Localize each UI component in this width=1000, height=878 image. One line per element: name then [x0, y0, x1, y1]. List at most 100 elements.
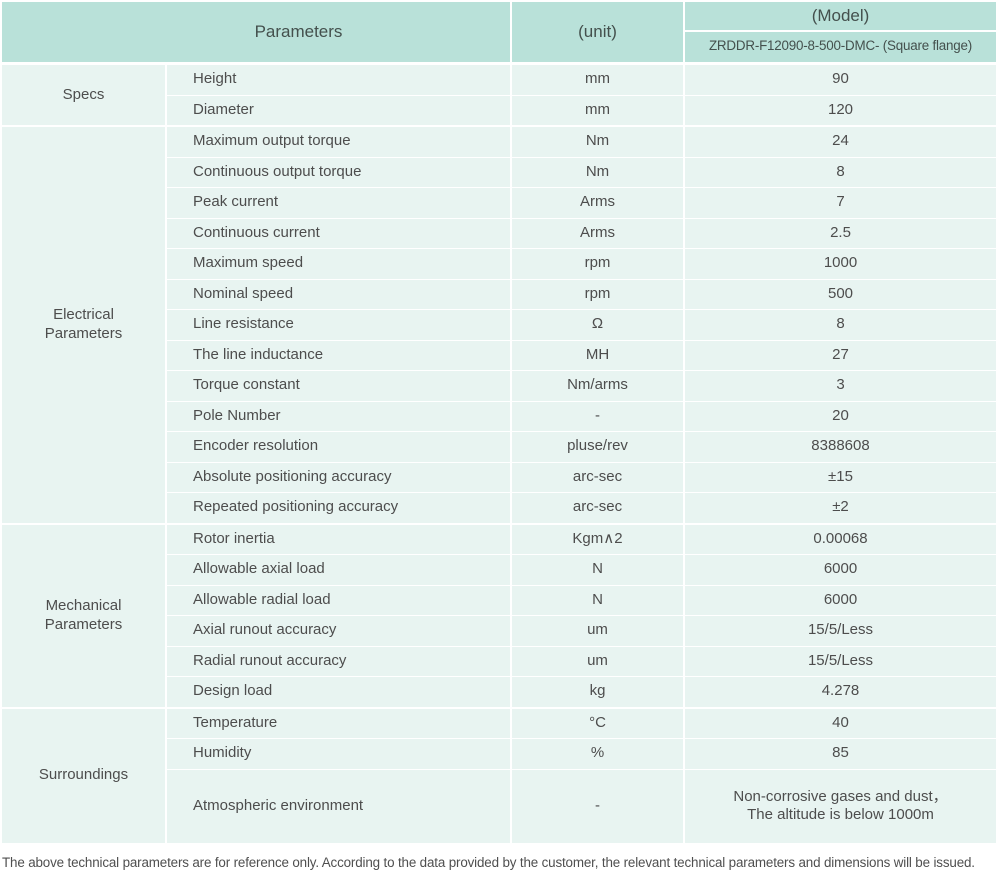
value-cell: 3: [685, 371, 996, 401]
table-row: Pole Number -20: [167, 401, 996, 431]
param-cell: Peak current: [167, 188, 510, 218]
table-section: Mechanical Parameters Rotor inertia Kgm∧2 0…: [2, 524, 998, 707]
unit-cell: °C: [512, 708, 683, 738]
unit-cell: mm: [512, 65, 683, 95]
table-row: Allowable radial load N 6000: [167, 585, 996, 615]
param-cell: Axial runout accuracy: [167, 616, 510, 646]
unit-cell: N: [512, 555, 683, 585]
value-cell: 8: [685, 310, 996, 340]
value-cell: 24: [685, 127, 996, 157]
table-row: Allowable axial load N 6000: [167, 555, 996, 585]
unit-cell: N: [512, 585, 683, 615]
unit-cell: -: [512, 769, 683, 843]
param-cell: Radial runout accuracy: [167, 646, 510, 676]
table-row: Temperature °C 40: [167, 708, 996, 738]
table-row: The line inductance MH 27: [167, 340, 996, 370]
value-cell: 8388608: [685, 432, 996, 462]
param-cell: Temperature: [167, 708, 510, 738]
value-cell: 120: [685, 95, 996, 125]
table-row: Torque constant Nm/arms 3: [167, 371, 996, 401]
table-row: Peak current Arms 7: [167, 188, 996, 218]
unit-cell: Nm: [512, 127, 683, 157]
unit-cell: kg: [512, 677, 683, 707]
value-cell: 27: [685, 340, 996, 370]
table-row: Line resistance Ω 8: [167, 310, 996, 340]
param-cell: Nominal speed: [167, 279, 510, 309]
table-row: Humidity% 85: [167, 739, 996, 769]
table-row: Height mm 90: [167, 65, 996, 95]
unit-cell: Arms: [512, 218, 683, 248]
param-cell: Height: [167, 65, 510, 95]
unit-cell: um: [512, 646, 683, 676]
unit-cell: Nm/arms: [512, 371, 683, 401]
footer-note: The above technical parameters are for r…: [2, 855, 975, 870]
param-cell: Continuous output torque: [167, 157, 510, 187]
table-row: Nominal speed rpm 500: [167, 279, 996, 309]
value-cell: 90: [685, 65, 996, 95]
unit-cell: %: [512, 739, 683, 769]
value-cell: 15/5/Less: [685, 616, 996, 646]
group-cell: Electrical Parameters: [2, 127, 165, 523]
unit-cell: um: [512, 616, 683, 646]
param-cell: Allowable radial load: [167, 585, 510, 615]
param-cell: Line resistance: [167, 310, 510, 340]
value-cell: 6000: [685, 555, 996, 585]
value-cell: 6000: [685, 585, 996, 615]
value-cell: 8: [685, 157, 996, 187]
value-cell: 20: [685, 401, 996, 431]
table-row: Repeated positioning accuracy arc-sec ±2: [167, 493, 996, 523]
param-cell: Absolute positioning accuracy: [167, 462, 510, 492]
header-parameters: Parameters: [2, 2, 510, 62]
model-name: ZRDDR-F12090-8-500-DMC- (Square flange): [708, 37, 973, 53]
param-cell: Design load: [167, 677, 510, 707]
param-cell: Atmospheric environment: [167, 769, 510, 843]
section-rows: Maximum output torque Nm 24 Continuous outp…: [167, 127, 996, 523]
table-row: Radial runout accuracy um 15/5/Less: [167, 646, 996, 676]
unit-cell: rpm: [512, 279, 683, 309]
unit-cell: Arms: [512, 188, 683, 218]
value-cell: 85: [685, 739, 996, 769]
table-section: Electrical Parameters Maximum output torq…: [2, 127, 998, 523]
value-cell: ±15: [685, 462, 996, 492]
param-cell: Pole Number: [167, 401, 510, 431]
table-section: Specs Height mm 90 Diameter mm 120: [2, 65, 998, 125]
value-cell: 2.5: [685, 218, 996, 248]
table-row: Diameter mm 120: [167, 95, 996, 125]
header-model: (Model) ZRDDR-F12090-8-500-DMC- (Square …: [685, 2, 996, 62]
param-cell: Maximum output torque: [167, 127, 510, 157]
unit-cell: MH: [512, 340, 683, 370]
value-cell: 500: [685, 279, 996, 309]
param-cell: Rotor inertia: [167, 524, 510, 554]
group-cell: Surroundings: [2, 708, 165, 843]
param-cell: Diameter: [167, 95, 510, 125]
table-body: Specs Height mm 90 Diameter mm 120 Electrical P…: [2, 65, 998, 843]
unit-cell: Ω: [512, 310, 683, 340]
group-cell: Specs: [2, 65, 165, 125]
value-cell: 15/5/Less: [685, 646, 996, 676]
value-cell: 0.00068: [685, 524, 996, 554]
unit-cell: rpm: [512, 249, 683, 279]
value-cell: Non-corrosive gases and dust， The altitu…: [685, 769, 996, 843]
header-unit: (unit): [512, 2, 683, 62]
section-rows: Height mm 90 Diameter mm 120: [167, 65, 996, 125]
param-cell: Continuous current: [167, 218, 510, 248]
unit-cell: pluse/rev: [512, 432, 683, 462]
param-cell: Torque constant: [167, 371, 510, 401]
table-row: Continuous output torque Nm 8: [167, 157, 996, 187]
unit-cell: Nm: [512, 157, 683, 187]
param-cell: Maximum speed: [167, 249, 510, 279]
table-header: Parameters (unit) (Model) ZRDDR-F12090-8…: [2, 2, 998, 62]
table-row: Absolute positioning accuracy arc-sec ±15: [167, 462, 996, 492]
table-row: Axial runout accuracy um 15/5/Less: [167, 616, 996, 646]
value-cell: 7: [685, 188, 996, 218]
param-cell: The line inductance: [167, 340, 510, 370]
section-rows: Temperature °C 40 Humidity% 85 Atmospheric en…: [167, 708, 996, 843]
unit-cell: Kgm∧2: [512, 524, 683, 554]
value-cell: 1000: [685, 249, 996, 279]
table-row: Design load kg 4.278: [167, 677, 996, 707]
table-row: Maximum output torque Nm 24: [167, 127, 996, 157]
group-cell: Mechanical Parameters: [2, 524, 165, 707]
unit-cell: arc-sec: [512, 493, 683, 523]
table-row: Continuous current Arms 2.5: [167, 218, 996, 248]
